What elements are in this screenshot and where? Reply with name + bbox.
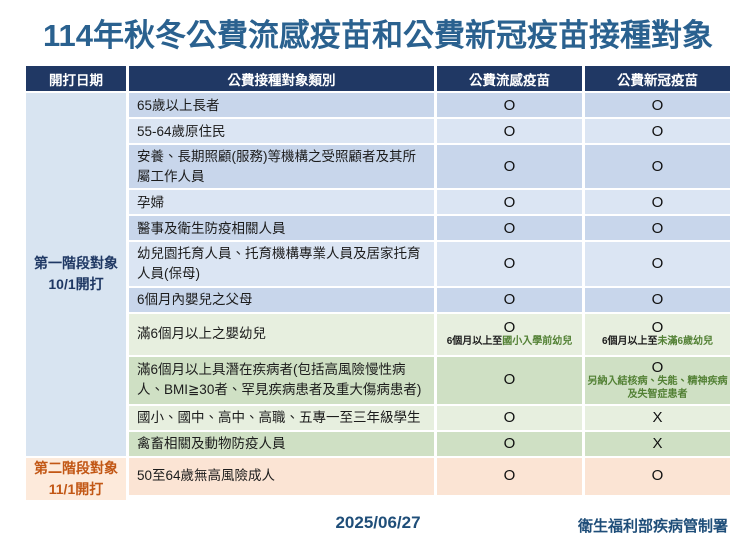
covid-cell: O 6個月以上至未滿6歲幼兒 <box>585 313 730 355</box>
flu-cell: O <box>437 145 582 189</box>
category-cell: 安養、長期照顧(服務)等機構之受照顧者及其所屬工作人員 <box>129 145 434 189</box>
flu-mark: O <box>503 467 516 485</box>
covid-mark: O <box>651 122 664 140</box>
covid-cell: O <box>585 190 730 215</box>
phase2-rows: 50至64歲無高風險成人 O O <box>129 457 730 500</box>
header-cell-flu: 公費流感疫苗 <box>437 66 582 92</box>
covid-cell: O <box>585 287 730 312</box>
covid-cell: X <box>585 405 730 430</box>
phase2-start-date: 11/1開打 <box>48 480 104 497</box>
flu-cell: O <box>437 405 582 430</box>
covid-mark: O <box>651 255 664 273</box>
flu-mark: O <box>503 122 516 140</box>
flu-mark: O <box>503 219 516 237</box>
category-cell: 孕婦 <box>129 190 434 215</box>
flu-mark: O <box>503 158 516 176</box>
flu-mark: O <box>503 193 516 211</box>
table-row: 50至64歲無高風險成人 O O <box>129 457 730 495</box>
flu-mark: O <box>503 255 516 273</box>
table-row: 孕婦 O O <box>129 190 730 215</box>
flu-cell: O <box>437 431 582 456</box>
table-row: 幼兒園托育人員、托育機構專業人員及居家托育人員(保母) O O <box>129 242 730 286</box>
flu-note: 6個月以上至國小入學前幼兒 <box>446 336 573 348</box>
covid-cell: O 另納入結核病、失能、精神疾病及失智症患者 <box>585 356 730 404</box>
flu-cell: O <box>437 356 582 404</box>
covid-mark: O <box>651 290 664 308</box>
table-row: 65歲以上長者 O O <box>129 93 730 118</box>
flu-mark: O <box>503 290 516 308</box>
covid-mark: O <box>651 193 664 211</box>
vaccine-table: 開打日期 公費接種對象類別 公費流感疫苗 公費新冠疫苗 第一階段對象 10/1開… <box>26 66 730 500</box>
covid-mark: O <box>651 319 664 337</box>
category-cell: 6個月內嬰兒之父母 <box>129 287 434 312</box>
phase1-label: 第一階段對象 <box>34 255 118 272</box>
category-cell: 醫事及衛生防疫相關人員 <box>129 216 434 241</box>
phase2-date-cell: 第二階段對象 11/1開打 <box>26 457 126 500</box>
covid-cell: X <box>585 431 730 456</box>
table-row: 6個月內嬰兒之父母 O O <box>129 287 730 312</box>
covid-cell: O <box>585 216 730 241</box>
flu-cell: O 6個月以上至國小入學前幼兒 <box>437 313 582 355</box>
header-cell-date: 開打日期 <box>26 66 126 92</box>
covid-cell: O <box>585 457 730 495</box>
table-row: 滿6個月以上具潛在疾病者(包括高風險慢性病人、BMI≧30者、罕見疾病患者及重大… <box>129 356 730 404</box>
flu-mark: O <box>503 434 516 452</box>
phase1-rows: 65歲以上長者 O O 55-64歲原住民 O O 安養、長期照顧(服務)等機構… <box>129 93 730 456</box>
table-row: 滿6個月以上之嬰幼兒 O 6個月以上至國小入學前幼兒 O 6個月以上至未滿6歲幼… <box>129 313 730 355</box>
table-row: 55-64歲原住民 O O <box>129 119 730 144</box>
flu-cell: O <box>437 242 582 286</box>
flu-cell: O <box>437 287 582 312</box>
flu-cell: O <box>437 119 582 144</box>
page-title: 114年秋冬公費流感疫苗和公費新冠疫苗接種對象 <box>42 18 713 53</box>
flu-cell: O <box>437 93 582 118</box>
table-header-row: 開打日期 公費接種對象類別 公費流感疫苗 公費新冠疫苗 <box>26 66 730 92</box>
covid-cell: O <box>585 93 730 118</box>
covid-cell: O <box>585 145 730 189</box>
phase1-start-date: 10/1開打 <box>48 276 104 293</box>
covid-mark: O <box>651 467 664 485</box>
category-cell: 幼兒園托育人員、托育機構專業人員及居家托育人員(保母) <box>129 242 434 286</box>
phase2-label: 第二階段對象 <box>34 459 118 476</box>
flu-cell: O <box>437 190 582 215</box>
footer-date: 2025/06/27 <box>335 512 421 532</box>
covid-cell: O <box>585 119 730 144</box>
category-cell: 55-64歲原住民 <box>129 119 434 144</box>
covid-note: 另納入結核病、失能、精神疾病及失智症患者 <box>587 376 728 400</box>
covid-mark: O <box>651 158 664 176</box>
table-row: 國小、國中、高中、高職、五專一至三年級學生 O X <box>129 405 730 430</box>
covid-note: 6個月以上至未滿6歲幼兒 <box>601 336 714 348</box>
category-cell: 滿6個月以上具潛在疾病者(包括高風險慢性病人、BMI≧30者、罕見疾病患者及重大… <box>129 356 434 404</box>
table-row: 安養、長期照顧(服務)等機構之受照顧者及其所屬工作人員 O O <box>129 145 730 189</box>
flu-cell: O <box>437 216 582 241</box>
category-cell: 禽畜相關及動物防疫人員 <box>129 431 434 456</box>
covid-mark: O <box>651 219 664 237</box>
header-cell-covid: 公費新冠疫苗 <box>585 66 730 92</box>
table-row: 醫事及衛生防疫相關人員 O O <box>129 216 730 241</box>
phase1-date-cell: 第一階段對象 10/1開打 <box>26 93 126 456</box>
flu-mark: O <box>503 96 516 114</box>
category-cell: 國小、國中、高中、高職、五專一至三年級學生 <box>129 405 434 430</box>
footer-agency: 衛生福利部疾病管制署 <box>577 517 728 535</box>
covid-mark: X <box>652 434 663 452</box>
table-row: 禽畜相關及動物防疫人員 O X <box>129 431 730 456</box>
flu-mark: O <box>503 408 516 426</box>
footer: 2025/06/27 衛生福利部疾病管制署 <box>26 513 730 537</box>
covid-mark: X <box>652 408 663 426</box>
phase2-section: 第二階段對象 11/1開打 50至64歲無高風險成人 O O <box>26 457 730 500</box>
category-cell: 滿6個月以上之嬰幼兒 <box>129 313 434 355</box>
covid-mark: O <box>651 358 664 376</box>
flu-mark: O <box>503 319 516 337</box>
covid-cell: O <box>585 242 730 286</box>
flu-cell: O <box>437 457 582 495</box>
category-cell: 65歲以上長者 <box>129 93 434 118</box>
category-cell: 50至64歲無高風險成人 <box>129 457 434 495</box>
phase1-section: 第一階段對象 10/1開打 65歲以上長者 O O 55-64歲原住民 O O … <box>26 93 730 456</box>
flu-mark: O <box>503 371 516 389</box>
covid-mark: O <box>651 96 664 114</box>
header-cell-category: 公費接種對象類別 <box>129 66 434 92</box>
